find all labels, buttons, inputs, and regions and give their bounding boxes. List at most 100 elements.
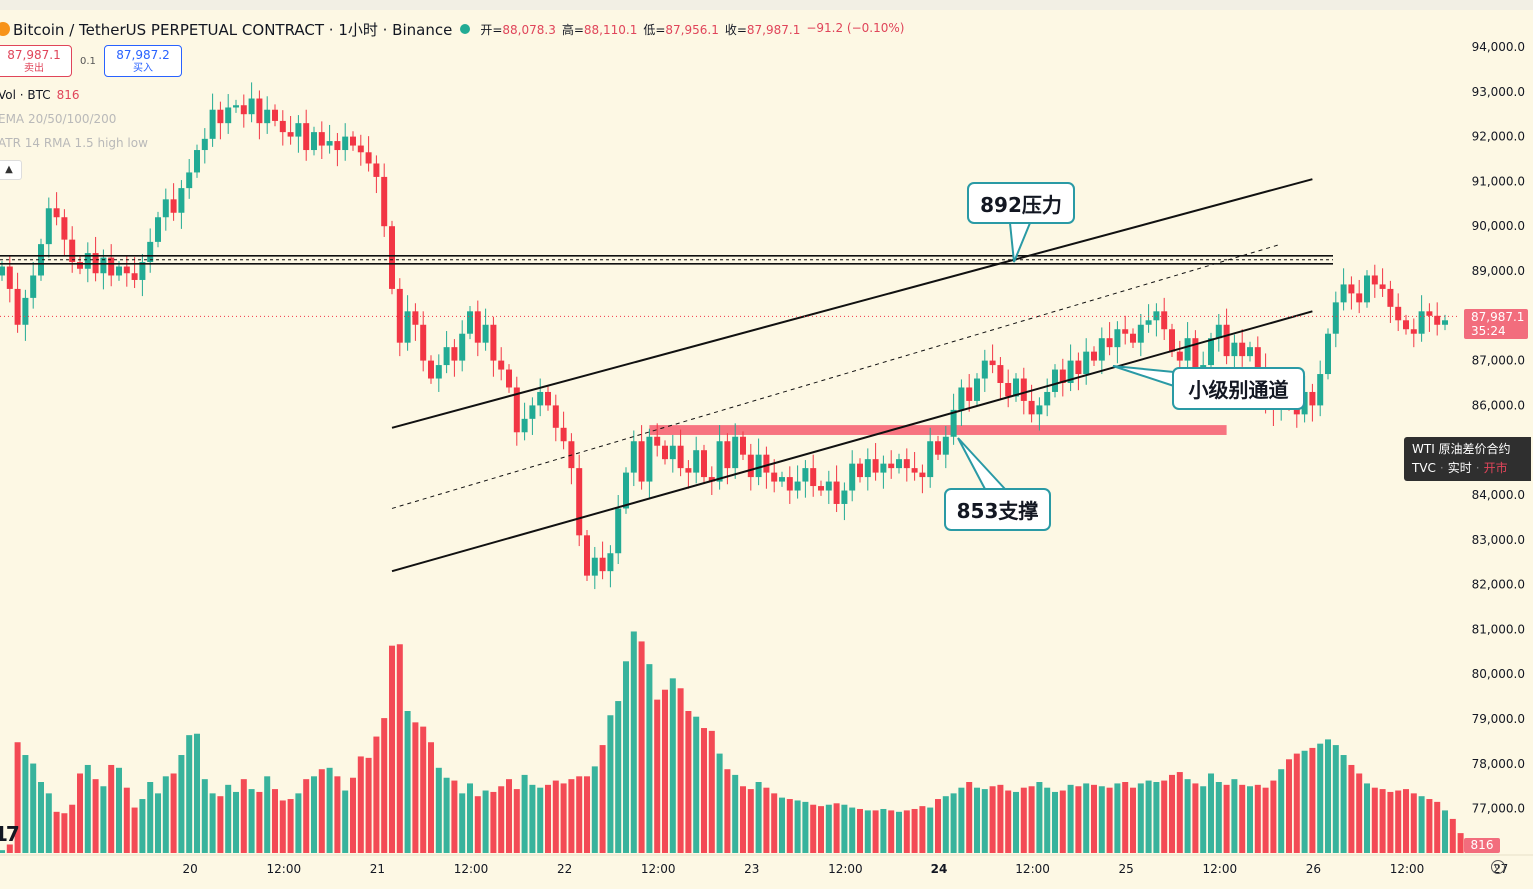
volume-bar — [1418, 796, 1425, 853]
candle-body — [771, 472, 778, 482]
volume-bar — [872, 810, 879, 853]
ohlc-key: 高= — [561, 22, 584, 37]
candle-body — [623, 472, 629, 509]
sell-button[interactable]: 87,987.1 卖出 — [0, 45, 72, 77]
candle-body — [264, 109, 271, 124]
atr-indicator-legend[interactable]: ATR 14 RMA 1.5 high low — [0, 136, 148, 150]
candle-body — [100, 257, 107, 274]
candle-body — [1059, 369, 1066, 383]
volume-bar — [61, 813, 68, 853]
x-tick-label: 22 — [557, 862, 572, 876]
ema-indicator-legend[interactable]: EMA 20/50/100/200 — [0, 112, 117, 126]
volume-indicator-legend[interactable]: Vol · BTC 816 — [0, 88, 80, 102]
candle-body — [279, 120, 286, 133]
channel-callout[interactable]: 小级别通道 — [1172, 367, 1305, 410]
candle-body — [1418, 311, 1425, 334]
volume-bar — [630, 631, 637, 853]
volume-bar — [100, 786, 107, 853]
volume-bar — [724, 769, 731, 853]
volume-bar — [1317, 743, 1324, 853]
volume-bar — [1449, 818, 1456, 853]
candle-body — [186, 172, 193, 189]
volume-bar — [389, 645, 395, 853]
candle-body — [1395, 306, 1402, 321]
candle-body — [872, 459, 879, 473]
candle-body — [1130, 333, 1136, 343]
volume-bar — [841, 804, 848, 853]
volume-bar — [295, 793, 302, 853]
symbol-title[interactable]: Bitcoin / TetherUS PERPETUAL CONTRACT · … — [13, 20, 453, 39]
candle-body — [201, 138, 208, 151]
candle-body — [888, 463, 895, 469]
volume-bar — [1278, 769, 1285, 853]
volume-bar — [615, 701, 622, 853]
volume-bar — [701, 728, 707, 853]
candle-body — [326, 141, 333, 146]
candle-body — [1317, 374, 1324, 406]
volume-bar — [537, 787, 544, 853]
resistance-callout[interactable]: 892压力 — [967, 182, 1075, 224]
volume-bar — [92, 779, 99, 853]
volume-bar — [303, 779, 310, 853]
candle-body — [14, 288, 21, 325]
candle-body — [357, 145, 364, 153]
ohlc-value: −91.2 (−0.10%) — [806, 20, 905, 35]
chevron-up-icon: ▲ — [5, 164, 13, 175]
volume-bar — [623, 661, 629, 853]
volume-bar — [950, 793, 957, 853]
volume-bar — [638, 641, 645, 853]
support-callout[interactable]: 853支撑 — [944, 488, 1051, 531]
candle-body — [155, 217, 161, 242]
volume-bar — [451, 780, 458, 853]
candle-body — [194, 150, 200, 173]
y-tick-label: 82,000.0 — [1472, 578, 1525, 592]
candle-body — [84, 253, 91, 269]
candle-body — [513, 387, 520, 433]
volume-bar — [1176, 772, 1183, 853]
tradingview-logo-icon[interactable]: 17 — [0, 822, 20, 846]
wti-status: 开市 — [1483, 461, 1508, 475]
candle-body — [256, 98, 263, 124]
volume-bar — [997, 784, 1004, 853]
candle-body — [1325, 333, 1331, 375]
volume-bar — [794, 800, 801, 853]
candle-body — [1387, 288, 1394, 307]
wti-mode: 实时 — [1447, 461, 1472, 475]
volume-bar — [1052, 791, 1058, 853]
volume-bar — [1301, 750, 1308, 853]
volume-bar — [396, 644, 403, 853]
volume-bar — [896, 811, 902, 853]
volume-bar — [0, 850, 5, 853]
candle-body — [428, 360, 434, 379]
candle-body — [459, 333, 466, 361]
y-tick-label: 93,000.0 — [1472, 85, 1525, 99]
volume-bar — [747, 789, 754, 853]
ohlc-item: 开=88,078.3 — [480, 21, 556, 38]
candle-body — [311, 132, 317, 151]
settings-gear-icon[interactable] — [1491, 860, 1505, 874]
candle-body — [170, 199, 177, 213]
buy-price: 87,987.2 — [116, 48, 170, 62]
buy-button[interactable]: 87,987.2 买入 — [104, 45, 182, 77]
candle-body — [1379, 284, 1386, 289]
volume-bar — [264, 776, 271, 853]
volume-bar — [942, 796, 949, 853]
ohlc-key: 开= — [480, 22, 503, 37]
candle-body — [1169, 329, 1175, 352]
volume-bar — [350, 777, 356, 853]
x-tick-label: 12:00 — [1015, 862, 1050, 876]
volume-bar — [365, 757, 372, 853]
volume-bar — [1059, 790, 1066, 853]
collapse-legend-button[interactable]: ▲ — [0, 160, 22, 180]
wti-symbol-tooltip[interactable]: WTI 原油差价合约 TVC · 实时 · 开市 — [1404, 437, 1531, 481]
top-strip — [0, 0, 1533, 10]
candle-body — [139, 262, 146, 280]
volume-bar — [279, 800, 286, 853]
volume-bar — [248, 789, 255, 853]
candle-body — [537, 391, 544, 406]
volume-bar — [435, 767, 442, 853]
y-tick-label: 94,000.0 — [1472, 40, 1525, 54]
volume-bar — [935, 799, 941, 853]
candle-body — [108, 257, 115, 276]
